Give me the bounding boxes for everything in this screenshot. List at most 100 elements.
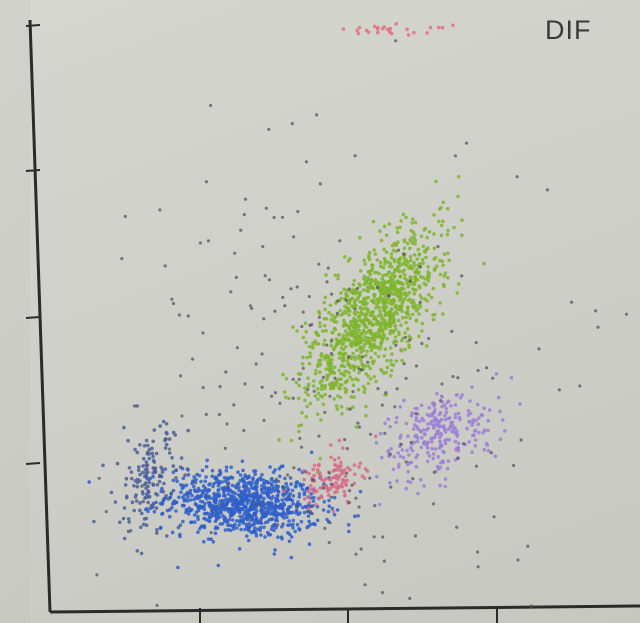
scatter-point	[366, 360, 370, 364]
scatter-point	[204, 464, 209, 469]
scatter-point	[320, 383, 324, 388]
scatter-point	[196, 517, 200, 522]
scatter-point	[362, 476, 367, 480]
scatter-point	[370, 360, 375, 364]
scatter-point	[330, 338, 334, 342]
scatter-point	[167, 451, 172, 455]
scatter-point	[139, 551, 144, 556]
scatter-point	[361, 288, 366, 292]
scatter-point	[341, 446, 345, 450]
scatter-point	[340, 358, 345, 363]
scatter-point	[297, 429, 301, 434]
scatter-point	[142, 443, 147, 448]
scatter-point	[379, 325, 383, 329]
scatter-point	[304, 470, 308, 474]
scatter-point	[386, 417, 391, 422]
scatter-point	[329, 317, 334, 322]
scatter-point	[389, 362, 394, 367]
scatter-point	[438, 439, 442, 444]
scatter-point	[362, 299, 366, 303]
scatter-point	[402, 246, 407, 251]
scatter-point	[475, 550, 480, 554]
scatter-point	[408, 254, 413, 259]
scatter-point	[339, 405, 344, 409]
scatter-point	[123, 214, 127, 219]
scatter-point	[380, 317, 384, 321]
scatter-point	[288, 523, 292, 527]
scatter-point	[349, 320, 353, 324]
scatter-point	[359, 547, 363, 551]
scatter-point	[415, 439, 420, 444]
scatter-point	[370, 310, 375, 315]
scatter-point	[366, 295, 371, 300]
scatter-point	[363, 387, 367, 391]
scatter-point	[92, 519, 96, 524]
scatter-point	[321, 402, 326, 407]
scatter-point	[422, 442, 427, 446]
scatter-point	[372, 375, 377, 379]
scatter-point	[310, 478, 314, 482]
scatter-point	[372, 248, 377, 252]
scatter-point	[415, 406, 419, 411]
scatter-point	[300, 362, 305, 366]
scatter-point	[315, 489, 319, 494]
scatter-point	[313, 394, 318, 398]
scatter-point	[345, 447, 349, 451]
scatter-point	[260, 473, 264, 477]
scatter-point	[424, 308, 429, 313]
scatter-point	[301, 335, 306, 340]
scatter-point	[283, 497, 288, 501]
scatter-point	[378, 229, 382, 233]
scatter-point	[144, 463, 149, 468]
scatter-point	[437, 219, 441, 224]
scatter-point	[186, 472, 191, 477]
scatter-point	[161, 419, 166, 424]
scatter-point	[252, 469, 256, 473]
scatter-point	[405, 27, 409, 32]
scatter-point	[348, 257, 352, 261]
scatter-point	[341, 27, 346, 31]
scatter-point	[426, 246, 430, 250]
scatter-point	[442, 424, 446, 428]
scatter-point	[174, 476, 178, 480]
scatter-point	[367, 277, 371, 282]
scatter-point	[195, 494, 200, 498]
scatter-point	[282, 486, 286, 490]
scatter-point	[304, 414, 309, 419]
scatter-point	[460, 274, 464, 278]
scatter-point	[446, 427, 451, 432]
scatter-point	[139, 525, 143, 529]
scatter-point	[280, 498, 284, 502]
scatter-point	[362, 390, 367, 395]
scatter-point	[373, 351, 378, 356]
scatter-point	[384, 233, 389, 237]
scatter-point	[334, 301, 338, 305]
scatter-point	[382, 224, 387, 229]
scatter-point	[345, 478, 350, 483]
scatter-point	[334, 320, 339, 324]
scatter-point	[409, 440, 413, 444]
scatter-point	[210, 468, 215, 473]
scatter-point	[406, 313, 411, 317]
scatter-point	[348, 332, 353, 336]
scatter-point	[336, 333, 341, 337]
scatter-point	[276, 490, 281, 494]
scatter-point	[318, 324, 322, 329]
scatter-point	[219, 510, 223, 515]
scatter-point	[403, 296, 407, 301]
scatter-point	[439, 417, 444, 422]
scatter-point	[318, 358, 323, 362]
scatter-point	[206, 511, 210, 516]
scatter-point	[385, 27, 390, 32]
scatter-point	[270, 524, 275, 529]
scatter-point	[385, 358, 389, 363]
scatter-point	[353, 338, 358, 343]
scatter-point	[373, 270, 377, 275]
scatter-point	[516, 558, 520, 562]
scatter-point	[151, 474, 155, 479]
scatter-point	[276, 535, 280, 539]
scatter-point	[236, 505, 240, 509]
scatter-point	[423, 277, 428, 281]
scatter-point	[453, 154, 457, 158]
scatter-point	[304, 160, 308, 164]
